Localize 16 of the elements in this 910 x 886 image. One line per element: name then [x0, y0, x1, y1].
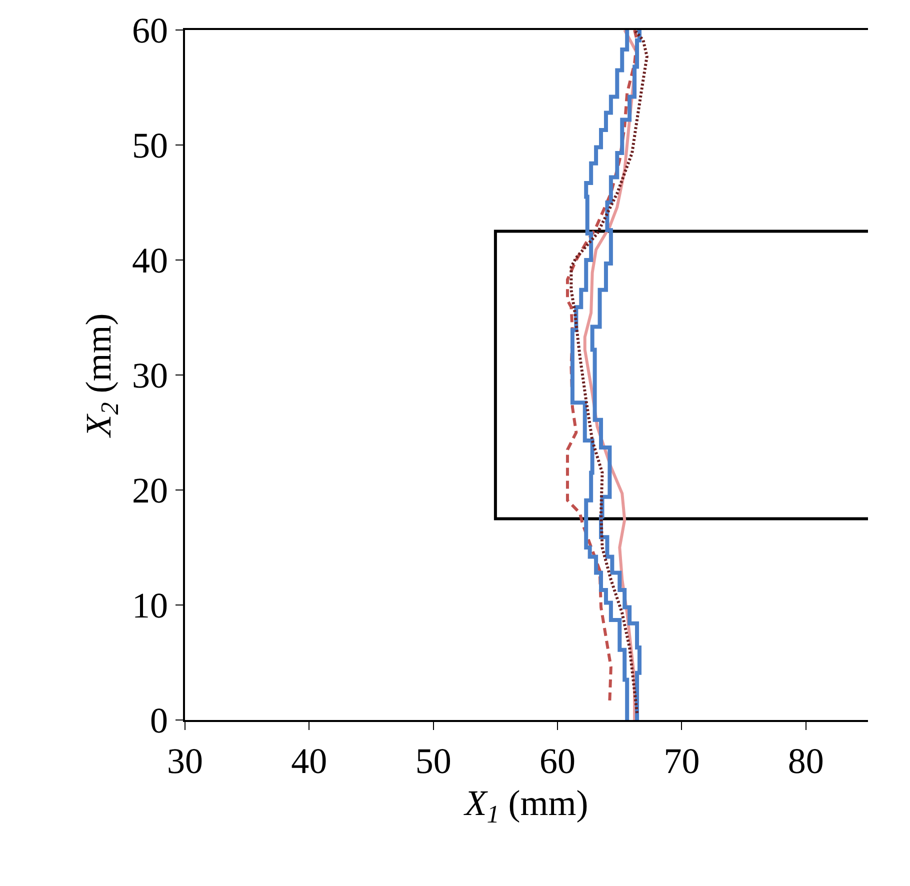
- x-tick-label: 40: [291, 740, 328, 781]
- y-tick-label: 30: [132, 356, 168, 396]
- y-tick-label: 10: [132, 586, 168, 626]
- x-tick-label: 50: [415, 740, 452, 781]
- x-axis-title: X$_{1}$ (mm): [462, 783, 588, 829]
- x-tick-label: 30: [167, 740, 203, 781]
- y-tick-label: 50: [132, 126, 168, 166]
- y-tick-label: 20: [132, 470, 168, 511]
- x-tick-label: 80: [788, 740, 824, 781]
- x-tick-label: 60: [540, 740, 576, 781]
- line-series: [570, 30, 648, 715]
- x-tick-label: 70: [664, 740, 700, 781]
- y-tick-label: 0: [150, 700, 168, 741]
- line-series: [566, 30, 639, 702]
- y-tick-label: 40: [132, 240, 168, 281]
- y-tick-label: 60: [132, 10, 168, 51]
